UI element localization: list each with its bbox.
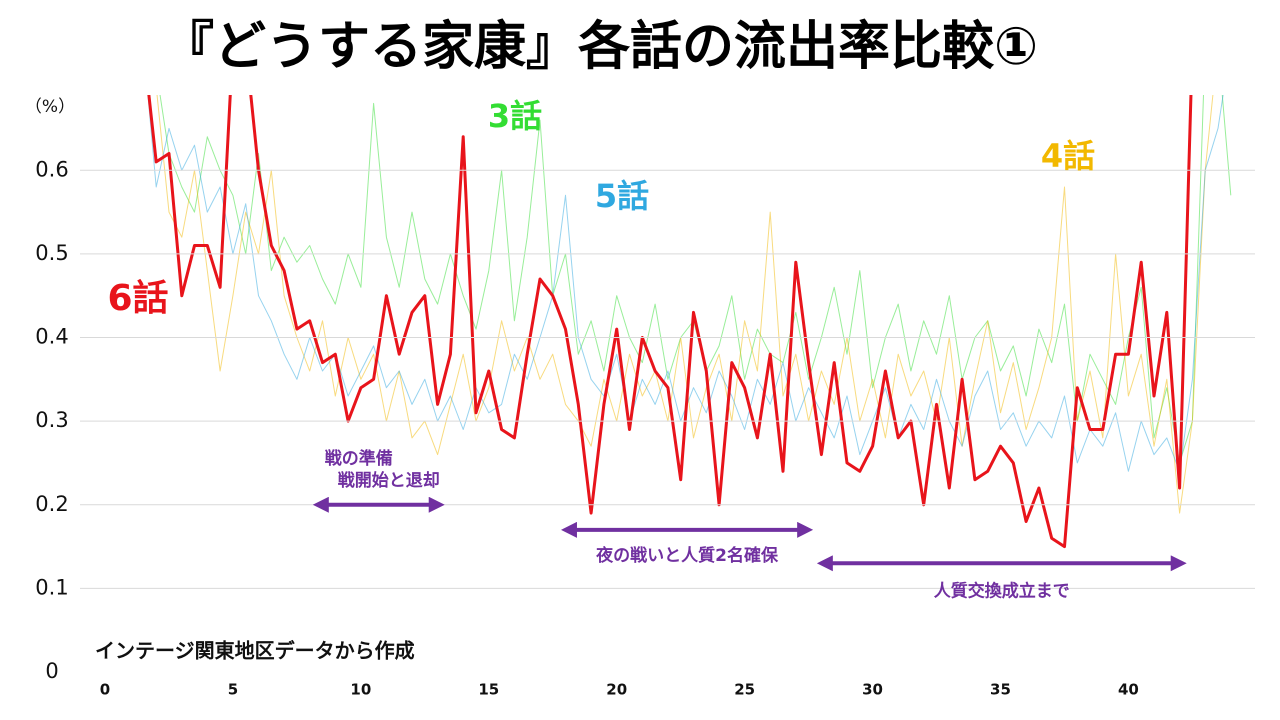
y-tick-label: 0.2 [35,492,68,516]
series-line [159,95,1232,464]
x-tick-label: 15 [478,681,499,699]
x-tick-label: 35 [990,681,1011,699]
series-line [147,95,1193,549]
x-tick-label: 10 [350,681,371,699]
x-tick-label: 30 [862,681,883,699]
source-note: インテージ関東地区データから作成 [95,639,415,663]
annotation-text: 戦開始と退却 [338,470,440,491]
annotation-text: 夜の戦いと人質2名確保 [595,545,779,566]
y-tick-label: 0.6 [35,157,68,181]
x-tick-label: 40 [1118,681,1139,699]
y-tick-label: 0.3 [35,408,68,432]
series-line [156,95,1214,514]
plot-lines [147,95,1232,549]
annotation-text: 人質交換成立まで [934,580,1070,601]
chart-title: 『どうする家康』各話の流出率比較① [162,17,1038,77]
y-tick-label: 0.4 [35,325,68,349]
x-tick-label: 0 [100,681,110,699]
series-label: 5話 [595,177,649,215]
series-label: 3話 [488,97,542,135]
y-tick-label: 0.5 [35,241,68,265]
series-label: 6話 [107,278,168,319]
y-axis-label: （%） [25,97,75,117]
y-tick-label: 0 [45,659,58,683]
series-label: 4話 [1041,137,1095,175]
x-tick-label: 25 [734,681,755,699]
x-tick-label: 5 [228,681,238,699]
x-tick-label: 20 [606,681,627,699]
y-tick-label: 0.1 [35,575,68,599]
annotation-text: 戦の準備 [325,448,393,469]
